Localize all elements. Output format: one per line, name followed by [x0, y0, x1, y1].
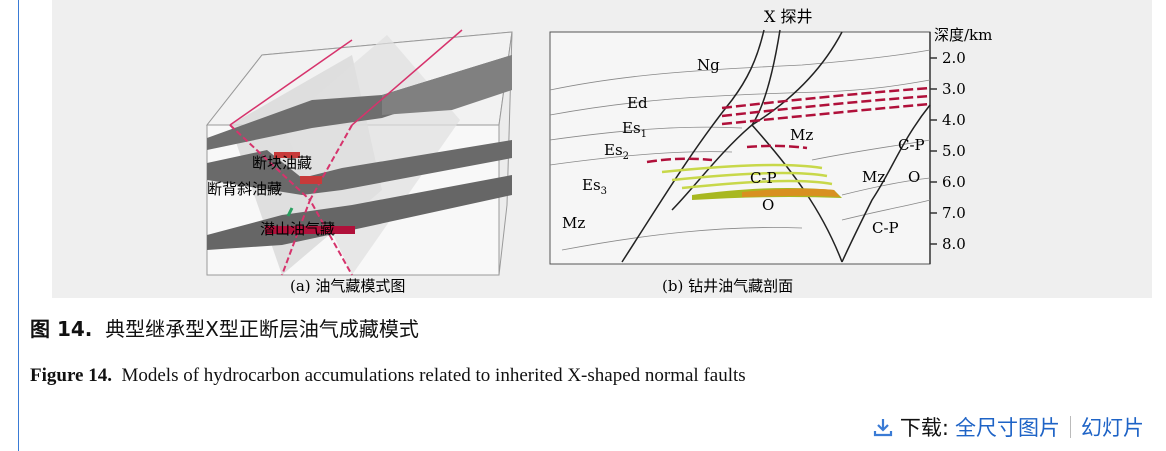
panel-b-well-profile: 2.0 3.0 4.0 5.0 6.0 7.0 8.0 深度/km X 探井 — [542, 0, 1062, 298]
stratum-label-ng: Ng — [697, 56, 720, 74]
figure-number-cn: 图 14. — [30, 317, 92, 341]
panel-a-block-diagram: 断块油藏 断背斜油藏 潜山油气藏 (a) 油气藏模式图 — [52, 0, 522, 298]
depth-tick-label: 6.0 — [942, 173, 966, 191]
label-faulted-anticline-reservoir: 断背斜油藏 — [207, 180, 282, 198]
depth-tick-label: 4.0 — [942, 111, 966, 129]
label-buried-hill-reservoir: 潜山油气藏 — [260, 220, 335, 238]
stratum-label-o-right: O — [908, 168, 920, 186]
download-icon — [872, 416, 894, 438]
depth-axis-title: 深度/km — [934, 26, 992, 44]
stratum-label-o-center: O — [762, 196, 774, 214]
panel-a-caption: (a) 油气藏模式图 — [290, 277, 405, 295]
figure-title-cn: 典型继承型X型正断层油气成藏模式 — [105, 317, 419, 341]
well-label: X 探井 — [764, 7, 812, 26]
slides-link[interactable]: 幻灯片 — [1081, 412, 1144, 442]
depth-tick-label: 7.0 — [942, 204, 966, 222]
stratum-label-mz-left: Mz — [562, 214, 585, 232]
full-size-image-link[interactable]: 全尺寸图片 — [955, 412, 1060, 442]
depth-tick-label: 8.0 — [942, 235, 966, 253]
figure-title-en: Models of hydrocarbon accumulations rela… — [121, 365, 745, 386]
figure-caption-english: Figure 14. Models of hydrocarbon accumul… — [30, 365, 746, 387]
stratum-label-cp-center: C-P — [750, 169, 777, 187]
link-separator — [1070, 416, 1071, 438]
depth-tick-label: 2.0 — [942, 49, 966, 67]
figure-caption-chinese: 图 14. 典型继承型X型正断层油气成藏模式 — [30, 313, 419, 342]
figure-panel[interactable]: 断块油藏 断背斜油藏 潜山油气藏 (a) 油气藏模式图 2.0 3.0 4.0 … — [52, 0, 1152, 298]
download-bar: 下载: 全尺寸图片 幻灯片 — [872, 412, 1144, 442]
panel-b-caption: (b) 钻井油气藏剖面 — [662, 277, 793, 295]
download-label: 下载: — [900, 412, 949, 442]
stratum-label-mz-right: Mz — [862, 168, 885, 186]
stratum-label-mz-center: Mz — [790, 126, 813, 144]
left-border-rule — [18, 0, 19, 451]
stratum-label-cp-right-lower: C-P — [872, 219, 899, 237]
stratum-label-cp-right-upper: C-P — [898, 136, 925, 154]
stratum-label-ed: Ed — [627, 94, 648, 112]
depth-tick-label: 5.0 — [942, 142, 966, 160]
depth-tick-label: 3.0 — [942, 80, 966, 98]
label-fault-block-reservoir: 断块油藏 — [252, 154, 312, 172]
figure-number-en: Figure 14. — [30, 365, 112, 386]
